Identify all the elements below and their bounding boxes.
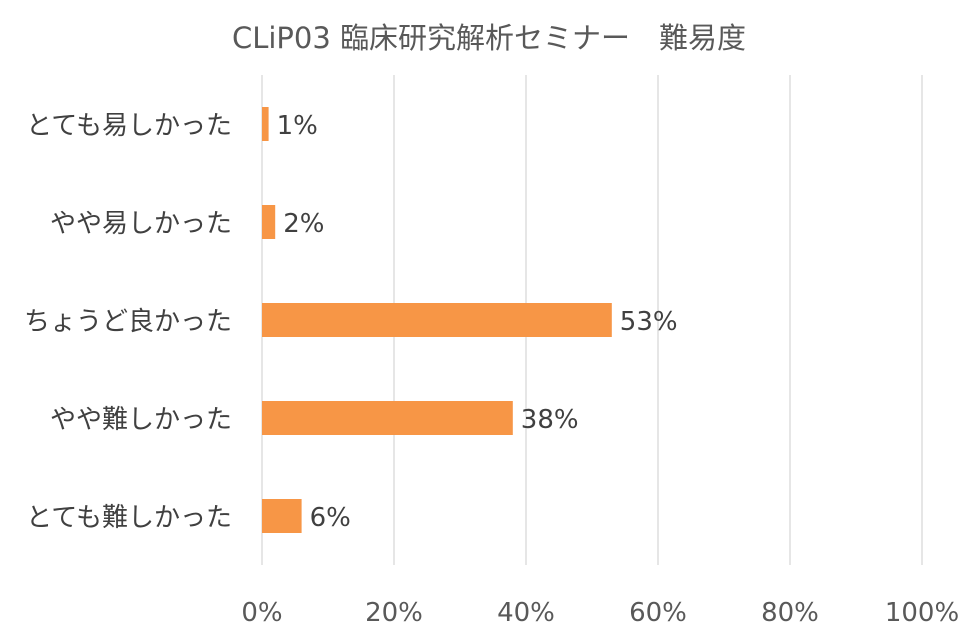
chart-title: CLiP03 臨床研究解析セミナー 難易度 xyxy=(232,21,746,55)
bar-5 xyxy=(262,499,302,533)
x-tick-label-60: 60% xyxy=(629,598,687,628)
bars xyxy=(262,107,612,533)
bar-3 xyxy=(262,303,612,337)
data-label-2: 2% xyxy=(283,209,324,239)
category-label-4: やや難しかった xyxy=(50,405,232,435)
data-labels: 1% 2% 53% 38% 6% xyxy=(277,111,678,533)
data-label-5: 6% xyxy=(310,503,351,533)
x-tick-label-80: 80% xyxy=(761,598,819,628)
x-axis-tick-labels: 0% 20% 40% 60% 80% 100% xyxy=(241,598,959,628)
bar-2 xyxy=(262,205,276,239)
category-label-2: やや易しかった xyxy=(50,209,232,239)
category-label-1: とても易しかった xyxy=(26,111,232,141)
x-tick-label-0: 0% xyxy=(241,598,282,628)
x-tick-label-40: 40% xyxy=(497,598,555,628)
data-label-4: 38% xyxy=(521,405,579,435)
category-label-5: とても難しかった xyxy=(26,503,232,533)
bar-1 xyxy=(262,107,269,141)
x-tick-label-20: 20% xyxy=(365,598,423,628)
data-label-1: 1% xyxy=(277,111,318,141)
category-label-3: ちょうど良かった xyxy=(24,307,232,337)
bar-4 xyxy=(262,401,513,435)
x-tick-label-100: 100% xyxy=(885,598,959,628)
data-label-3: 53% xyxy=(620,307,678,337)
